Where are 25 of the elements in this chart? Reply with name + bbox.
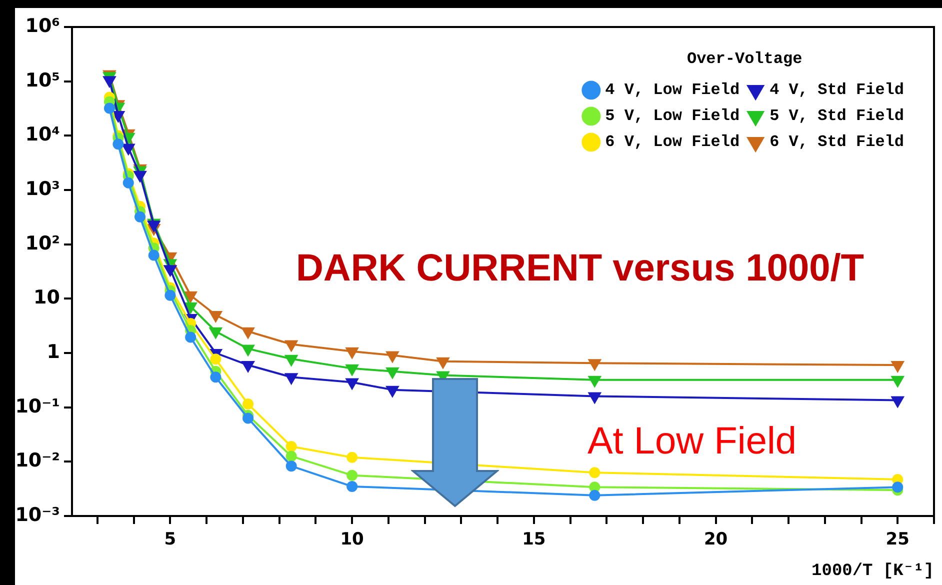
y-tick-label: 10⁵ (25, 69, 60, 92)
y-tick-label: 10⁶ (25, 14, 60, 37)
legend-label: 4 V, Low Field (605, 81, 740, 100)
legend-label: 6 V, Std Field (770, 133, 904, 152)
annotation: At Low Field (587, 420, 797, 462)
x-tick-label: 15 (522, 530, 546, 550)
y-tick-label: 10⁻¹ (15, 395, 60, 418)
annotation: DARK CURRENT versus 1000/T (296, 247, 864, 290)
y-tick-label: 10³ (25, 178, 60, 200)
legend-label: 6 V, Low Field (605, 133, 740, 152)
x-tick-label: 20 (704, 530, 728, 550)
x-tick-label: 25 (886, 530, 910, 550)
x-axis-title: 1000/T [K⁻¹] (812, 562, 934, 582)
y-tick-label: 1 (46, 340, 60, 363)
y-tick-label: 10⁻³ (15, 504, 60, 526)
legend-title: Over-Voltage (686, 50, 802, 68)
legend-label: 5 V, Std Field (770, 107, 904, 126)
x-tick-label: 5 (164, 530, 176, 550)
x-tick-label: 10 (340, 530, 364, 550)
legend-label: 4 V, Std Field (770, 81, 904, 100)
y-tick-label: 10⁴ (25, 124, 60, 146)
y-tick-label: 10² (25, 232, 60, 254)
y-tick-label: 10 (34, 286, 60, 309)
y-tick-label: 10⁻² (15, 450, 60, 472)
legend-label: 5 V, Low Field (605, 107, 740, 126)
